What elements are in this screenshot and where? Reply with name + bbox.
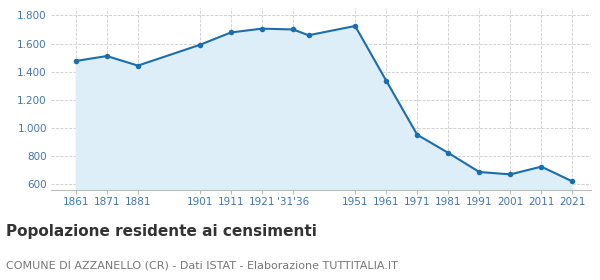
Point (304, 33, 313, 38)
Point (288, 27, 298, 32)
Point (195, 43, 205, 47)
Point (536, 164, 546, 169)
Point (133, 63, 143, 68)
Point (102, 54, 112, 58)
Point (382, 78, 391, 83)
Text: COMUNE DI AZZANELLO (CR) - Dati ISTAT - Elaborazione TUTTITALIA.IT: COMUNE DI AZZANELLO (CR) - Dati ISTAT - … (6, 260, 398, 270)
Point (71, 59, 80, 63)
Point (475, 170, 484, 174)
Point (506, 172, 515, 177)
Text: Popolazione residente ai censimenti: Popolazione residente ai censimenti (6, 224, 317, 239)
Point (226, 30, 236, 35)
Point (568, 179, 577, 184)
Point (443, 151, 453, 155)
Point (412, 132, 422, 137)
Point (350, 24, 360, 28)
Point (257, 26, 267, 31)
